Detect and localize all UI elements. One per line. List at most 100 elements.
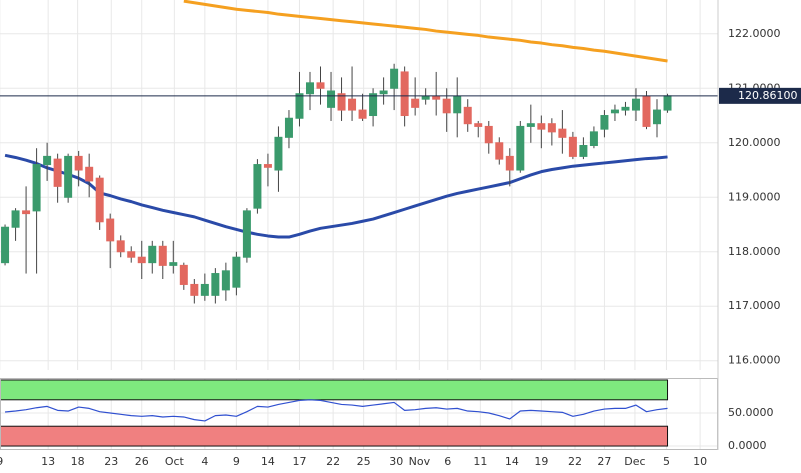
x-tick-label: 17 (292, 455, 306, 468)
candle-body (390, 68, 399, 89)
x-tick-label: Dec (624, 455, 645, 468)
candle-body (263, 164, 272, 168)
candle-body (316, 82, 325, 89)
candle-body (284, 117, 293, 138)
candle-body (663, 95, 672, 111)
candle-body (95, 177, 104, 223)
x-tick-label: 9 (0, 455, 3, 468)
candle-body (11, 210, 20, 228)
candle-body (74, 155, 83, 171)
x-tick-label: 27 (597, 455, 611, 468)
x-tick-label: 26 (135, 455, 149, 468)
y-tick-label: 120.0000 (728, 136, 781, 149)
zone (0, 379, 669, 401)
x-tick-label: 4 (201, 455, 208, 468)
y-tick-label: 116.0000 (728, 354, 781, 367)
candle-body (295, 93, 304, 119)
x-tick-label: Oct (165, 455, 185, 468)
candle-body (432, 95, 441, 100)
candle-body (442, 98, 451, 114)
candle-body (274, 136, 283, 171)
candle-body (642, 95, 651, 127)
candle-body (495, 142, 504, 160)
candle-body (221, 270, 230, 291)
x-tick-label: 25 (357, 455, 371, 468)
candle-body (474, 123, 483, 127)
zone (0, 425, 669, 447)
x-tick-label: 22 (326, 455, 340, 468)
candle-body (379, 90, 388, 95)
candle-body (453, 95, 462, 114)
candle-body (253, 164, 262, 209)
candle-body (158, 245, 167, 266)
x-tick-label: 30 (389, 455, 403, 468)
last-price-box (719, 87, 801, 104)
candle-body (516, 125, 525, 171)
moving-average (4, 153, 668, 239)
candle-body (337, 93, 346, 111)
candle-body (137, 256, 146, 264)
candle-body (32, 164, 41, 212)
x-tick-label: Nov (409, 455, 431, 468)
candle-body (327, 90, 336, 108)
candle-body (169, 262, 178, 266)
candle-body (1, 226, 10, 264)
candle-body (127, 251, 136, 258)
candle-body (22, 210, 31, 215)
candle-body (190, 283, 199, 296)
y-tick-label: 119.0000 (728, 190, 781, 203)
candle-body (558, 128, 567, 138)
candle-body (400, 71, 409, 117)
candle-body (579, 144, 588, 157)
x-tick-label: 18 (71, 455, 85, 468)
candle-body (568, 136, 577, 157)
y-tick-label: 118.0000 (728, 245, 781, 258)
candle-body (200, 283, 209, 296)
x-tick-label: 14 (505, 455, 519, 468)
candle-body (653, 109, 662, 125)
candle-body (348, 98, 357, 111)
y-tick-label: 117.0000 (728, 299, 781, 312)
x-tick-label: 6 (444, 455, 451, 468)
candle-body (116, 240, 125, 253)
candle-body (610, 109, 619, 114)
candle-body (411, 98, 420, 108)
candle-body (631, 98, 640, 111)
candle-body (600, 115, 609, 130)
x-tick-label: 11 (473, 455, 487, 468)
candle-body (85, 166, 94, 182)
x-tick-label: 13 (41, 455, 55, 468)
candle-body (179, 264, 188, 285)
candle-body (421, 95, 430, 100)
indicator-line (4, 399, 668, 422)
y-tick-label: 50.0000 (728, 406, 774, 419)
candle-body (43, 155, 52, 166)
x-tick-label: 9 (233, 455, 240, 468)
candle-body (463, 106, 472, 125)
x-tick-label: 22 (568, 455, 582, 468)
candle-body (369, 93, 378, 117)
candle-body (589, 131, 598, 146)
x-tick-label: 19 (534, 455, 548, 468)
candle-body (526, 123, 535, 127)
candle-body (484, 125, 493, 144)
y-tick-label: 122.0000 (728, 27, 781, 40)
candle-body (242, 210, 251, 258)
candle-body (232, 256, 241, 288)
candle-body (106, 218, 115, 242)
candle-body (537, 123, 546, 130)
moving-average (183, 0, 668, 63)
candle-body (547, 123, 556, 133)
x-tick-label: 10 (693, 455, 707, 468)
candle-body (64, 155, 73, 198)
candle-body (621, 106, 630, 111)
x-tick-label: 5 (663, 455, 670, 468)
candle-body (211, 273, 220, 296)
last-price-label: 120.86100 (738, 89, 798, 102)
candle-body (305, 82, 314, 95)
candle-body (53, 158, 62, 187)
x-tick-label: 23 (104, 455, 118, 468)
candle-body (505, 155, 514, 171)
